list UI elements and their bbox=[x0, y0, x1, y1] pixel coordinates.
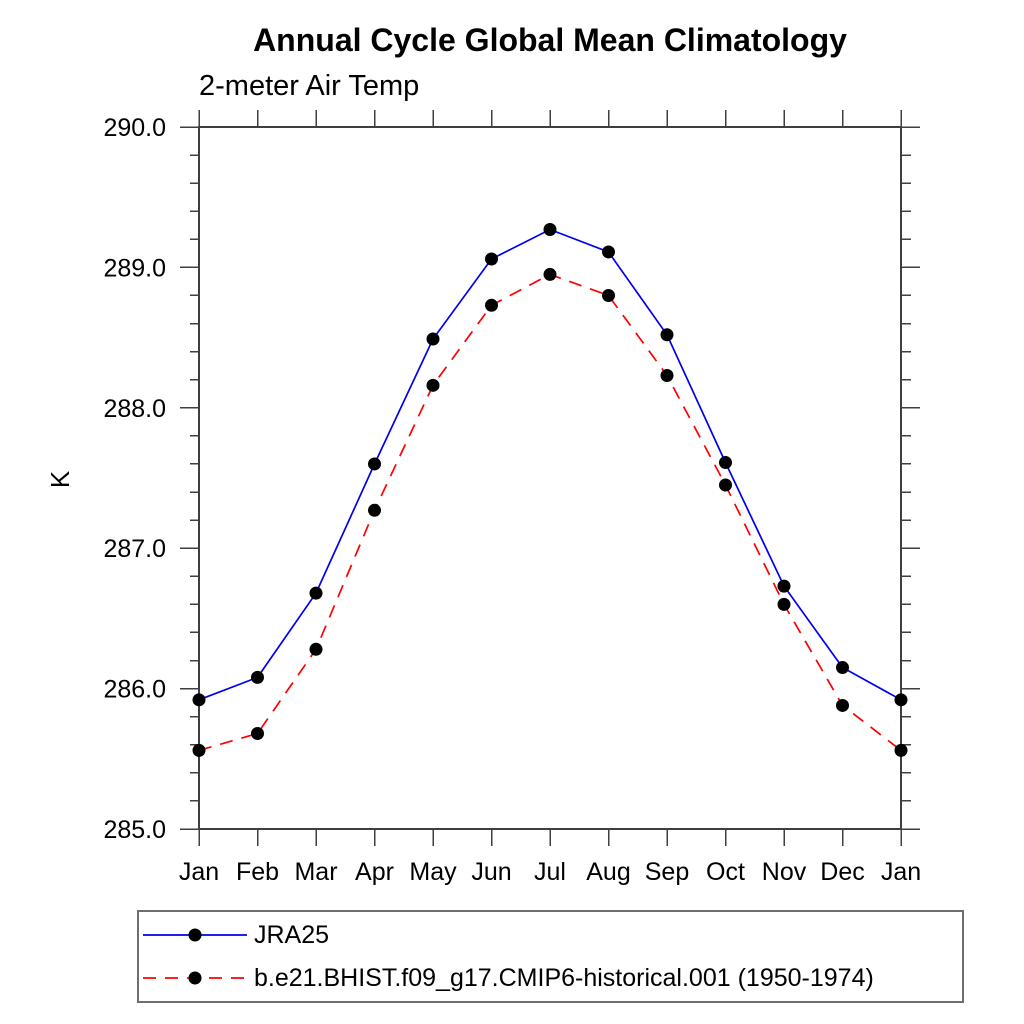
data-point-marker bbox=[777, 597, 791, 611]
x-tick-label: Jun bbox=[471, 858, 511, 886]
legend-line-sample bbox=[143, 971, 247, 985]
x-tick-label: Dec bbox=[820, 858, 864, 886]
data-point-marker bbox=[719, 478, 732, 492]
data-point-marker bbox=[309, 642, 323, 656]
data-point-marker bbox=[251, 670, 264, 684]
data-point-marker bbox=[660, 369, 674, 383]
data-point-marker bbox=[426, 332, 440, 346]
x-tick-label: May bbox=[409, 858, 457, 886]
x-tick-label: Apr bbox=[355, 858, 394, 886]
data-point-marker bbox=[836, 661, 849, 675]
data-point-marker bbox=[543, 222, 557, 236]
y-tick-label: 286.0 bbox=[103, 676, 166, 704]
chart-title: Annual Cycle Global Mean Climatology bbox=[253, 22, 847, 58]
legend-line-sample bbox=[143, 928, 247, 942]
data-point-marker bbox=[602, 288, 615, 302]
x-tick-label: Mar bbox=[294, 858, 337, 886]
legend-label: b.e21.BHIST.f09_g17.CMIP6-historical.001… bbox=[254, 963, 874, 992]
x-tick-label: Jan bbox=[179, 858, 219, 886]
data-point-marker bbox=[426, 378, 440, 392]
data-point-marker bbox=[192, 743, 206, 757]
legend: JRA25 b.e21.BHIST.f09_g17.CMIP6-historic… bbox=[137, 910, 964, 1003]
x-tick-label: Jul bbox=[534, 858, 566, 886]
x-tick-label: Nov bbox=[762, 858, 807, 886]
y-tick-label: 290.0 bbox=[103, 114, 166, 142]
legend-item: JRA25 bbox=[139, 914, 962, 957]
x-tick-label: Feb bbox=[236, 858, 279, 886]
x-tick-label: Aug bbox=[586, 858, 630, 886]
legend-label: JRA25 bbox=[254, 920, 330, 949]
series-line-0 bbox=[198, 228, 902, 701]
data-point-marker bbox=[602, 245, 615, 259]
y-tick-label: 289.0 bbox=[103, 254, 166, 282]
x-tick-label: Jan bbox=[881, 858, 921, 886]
data-point-marker bbox=[836, 698, 849, 712]
data-point-marker bbox=[251, 727, 264, 741]
y-tick-label: 288.0 bbox=[103, 395, 166, 423]
data-point-marker bbox=[543, 267, 557, 281]
data-point-marker bbox=[894, 693, 908, 707]
data-point-marker bbox=[894, 743, 908, 757]
x-tick-label: Sep bbox=[645, 858, 689, 886]
chart-subtitle: 2-meter Air Temp bbox=[199, 70, 420, 102]
data-point-marker bbox=[485, 298, 498, 312]
x-tick-label: Oct bbox=[706, 858, 745, 886]
data-point-marker bbox=[192, 693, 206, 707]
y-tick-label: 287.0 bbox=[103, 535, 166, 563]
data-point-marker bbox=[368, 457, 381, 471]
data-point-marker bbox=[309, 586, 323, 600]
data-point-marker bbox=[485, 252, 498, 266]
data-point-marker bbox=[777, 579, 791, 593]
data-point-marker bbox=[660, 328, 674, 342]
series-line-1 bbox=[198, 273, 902, 752]
y-tick-label: 285.0 bbox=[103, 816, 166, 844]
legend-item: b.e21.BHIST.f09_g17.CMIP6-historical.001… bbox=[139, 957, 962, 1000]
data-point-marker bbox=[368, 503, 381, 517]
data-point-marker bbox=[719, 456, 732, 470]
